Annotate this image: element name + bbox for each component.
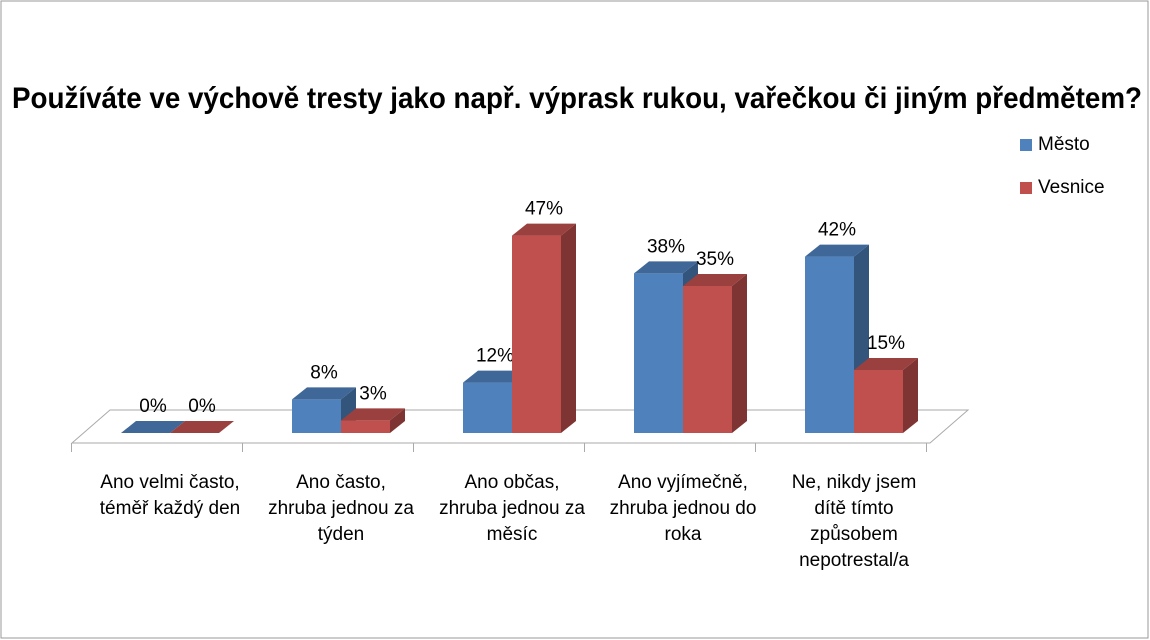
data-label: 12% (476, 346, 514, 367)
data-label: 3% (359, 383, 387, 404)
bar (292, 399, 341, 433)
bar-top (341, 408, 405, 421)
legend-swatch (1020, 139, 1032, 151)
bar (854, 370, 903, 433)
legend-label: Vesnice (1038, 177, 1105, 198)
bar-top (121, 421, 185, 433)
bar-side (732, 274, 747, 433)
data-label: 47% (525, 199, 563, 220)
data-label: 15% (867, 333, 905, 354)
legend-label: Město (1038, 134, 1090, 155)
data-label: 38% (647, 236, 685, 257)
bar-side (390, 408, 405, 433)
bar-top (463, 370, 527, 383)
bar-side (561, 223, 576, 433)
data-label: 42% (818, 220, 856, 241)
data-label: 35% (696, 249, 734, 270)
bar-top (683, 274, 747, 286)
bar (463, 382, 512, 433)
x-tick-label: Ano občas, zhruba jednou za měsíc (439, 472, 585, 545)
data-label: 8% (310, 362, 338, 383)
data-label: 0% (139, 396, 167, 417)
bar-top (634, 261, 698, 274)
bar (341, 420, 390, 433)
x-tick-label: Ano často, zhruba jednou za týden (268, 472, 414, 545)
bar-top (512, 223, 576, 236)
bar (805, 256, 854, 433)
bar-side (903, 358, 918, 433)
data-label: 0% (188, 396, 216, 417)
x-tick-label: Ano vyjímečně, zhruba jednou do roka (609, 472, 757, 545)
bar-top (805, 244, 869, 257)
bar (634, 273, 683, 433)
x-tick-label: Ne, nikdy jsem dítě tímto způsobem nepot… (791, 472, 917, 571)
legend-swatch (1020, 182, 1032, 194)
bar (683, 286, 732, 433)
bar (512, 235, 561, 433)
bar-top (170, 421, 234, 433)
x-tick-label: Ano velmi často, téměř každý den (99, 472, 241, 519)
bar-top (854, 358, 918, 370)
bar-top (292, 387, 356, 400)
chart-title: Používáte ve výchově tresty jako např. v… (12, 82, 1142, 115)
